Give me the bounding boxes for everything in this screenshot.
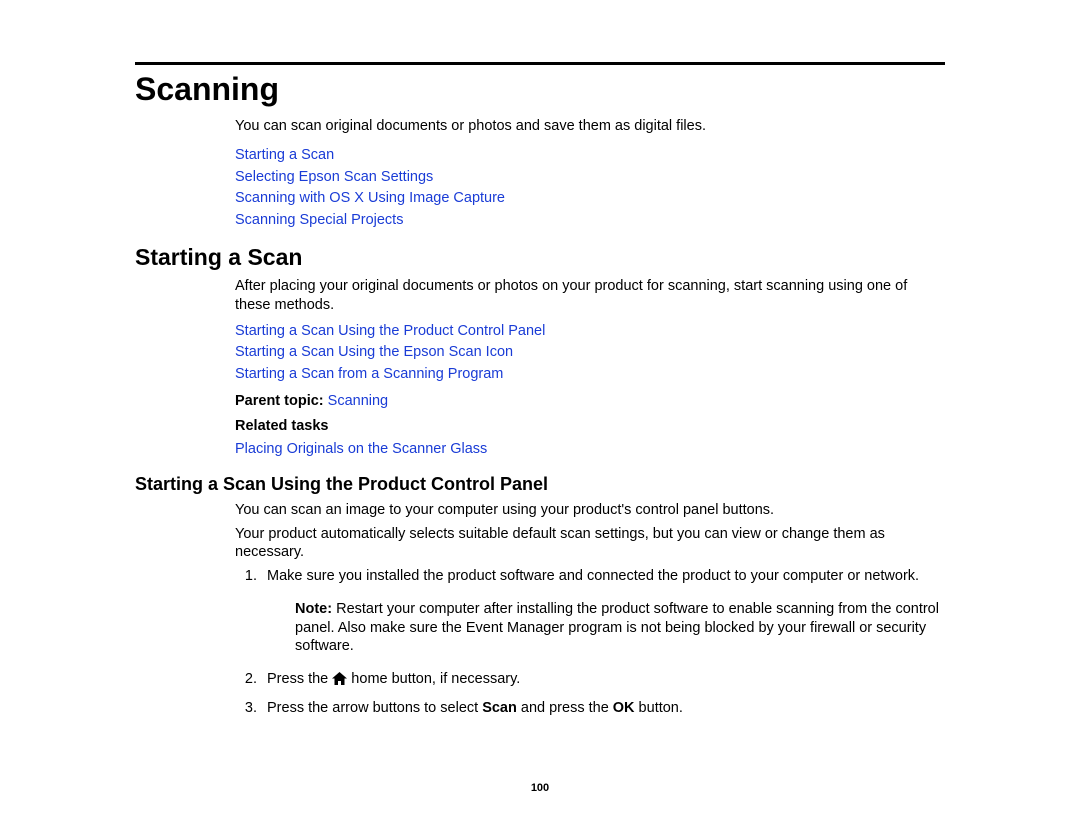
step-1: Make sure you installed the product soft… bbox=[261, 567, 945, 656]
step-1-text: Make sure you installed the product soft… bbox=[267, 568, 919, 584]
step-3-mid: and press the bbox=[517, 700, 613, 716]
step-3: Press the arrow buttons to select Scan a… bbox=[261, 699, 945, 718]
note-label: Note: bbox=[295, 601, 336, 617]
page-container: Scanning You can scan original documents… bbox=[0, 0, 1080, 718]
page-number: 100 bbox=[0, 782, 1080, 794]
link-starting-scan[interactable]: Starting a Scan bbox=[235, 147, 334, 163]
heading-control-panel: Starting a Scan Using the Product Contro… bbox=[135, 474, 945, 495]
starting-scan-link-list: Starting a Scan Using the Product Contro… bbox=[235, 320, 945, 385]
note-text: Restart your computer after installing t… bbox=[295, 601, 939, 655]
page-title: Scanning bbox=[135, 71, 945, 108]
step-3-post: button. bbox=[635, 700, 683, 716]
link-special-projects[interactable]: Scanning Special Projects bbox=[235, 212, 403, 228]
control-panel-p1: You can scan an image to your computer u… bbox=[235, 501, 945, 519]
note-block: Note: Restart your computer after instal… bbox=[295, 600, 945, 657]
parent-topic-link[interactable]: Scanning bbox=[328, 393, 388, 409]
intro-paragraph: You can scan original documents or photo… bbox=[235, 118, 945, 134]
link-epson-settings[interactable]: Selecting Epson Scan Settings bbox=[235, 169, 433, 185]
step-3-scan: Scan bbox=[482, 700, 517, 716]
related-tasks-label: Related tasks bbox=[235, 418, 945, 434]
step-3-pre: Press the arrow buttons to select bbox=[267, 700, 482, 716]
top-link-list: Starting a Scan Selecting Epson Scan Set… bbox=[235, 144, 945, 230]
link-control-panel[interactable]: Starting a Scan Using the Product Contro… bbox=[235, 323, 545, 339]
parent-topic-row: Parent topic: Scanning bbox=[235, 392, 945, 412]
heading-starting-scan: Starting a Scan bbox=[135, 244, 945, 271]
step-2: Press the home button, if necessary. bbox=[261, 670, 945, 691]
related-tasks-link[interactable]: Placing Originals on the Scanner Glass bbox=[235, 441, 487, 457]
starting-scan-intro: After placing your original documents or… bbox=[235, 277, 945, 313]
parent-topic-label: Parent topic: bbox=[235, 393, 328, 409]
link-scanning-program[interactable]: Starting a Scan from a Scanning Program bbox=[235, 366, 503, 382]
steps-list: Make sure you installed the product soft… bbox=[235, 567, 945, 718]
step-3-ok: OK bbox=[613, 700, 635, 716]
top-rule bbox=[135, 62, 945, 65]
control-panel-p2: Your product automatically selects suita… bbox=[235, 525, 945, 561]
home-icon bbox=[332, 672, 347, 691]
link-epson-scan-icon[interactable]: Starting a Scan Using the Epson Scan Ico… bbox=[235, 344, 513, 360]
step-2-post: home button, if necessary. bbox=[347, 671, 520, 687]
step-2-pre: Press the bbox=[267, 671, 332, 687]
link-osx-image-capture[interactable]: Scanning with OS X Using Image Capture bbox=[235, 190, 505, 206]
